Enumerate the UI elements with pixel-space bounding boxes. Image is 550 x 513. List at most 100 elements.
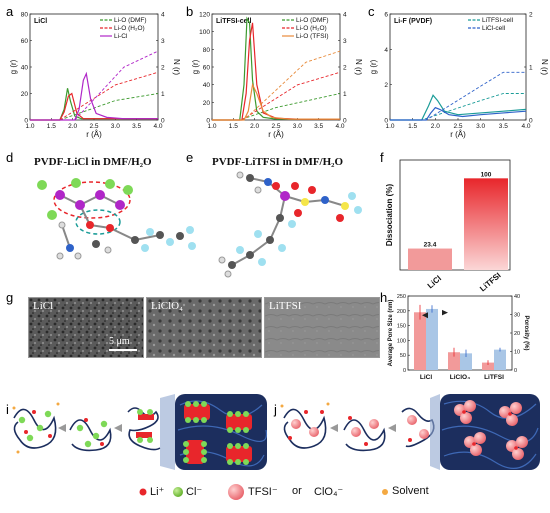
panel-e-title: PVDF-LiTFSI in DMF/H₂O: [212, 156, 344, 168]
sem-label-licl: LiCl: [33, 300, 54, 312]
cumulative-line-2: [212, 71, 341, 121]
y2-tick-label: 2: [529, 12, 533, 19]
series-line-1: [390, 94, 527, 121]
x-tick-label: 1.5: [47, 123, 56, 130]
bar-value-label: 100: [481, 171, 492, 178]
right-axis-arrow-icon: [442, 309, 448, 316]
series-line-3: [30, 71, 158, 121]
plot-frame: [389, 13, 527, 121]
panel-d-title: PVDF-LiCl in DMF/H₂O: [34, 156, 152, 168]
bar-porosity: [460, 353, 472, 370]
y2-tick-label: 1: [529, 65, 533, 72]
legend-cl-label: Cl⁻: [186, 486, 203, 498]
y2-tick-label: 1: [343, 91, 347, 98]
x-tick-label: 2.5: [453, 123, 462, 130]
y-tick-label: 80: [21, 12, 29, 19]
x-tick-label: 4.0: [153, 123, 162, 130]
y2-tick-label: 2: [343, 65, 347, 72]
y-tick-label: 0: [24, 118, 28, 125]
i-aggregate-2: [226, 411, 252, 433]
y2-tick-label: 40: [514, 294, 520, 300]
y-tick-label: 2: [384, 82, 388, 89]
chloride-icon: [173, 487, 183, 497]
panel-j-schematic: [280, 394, 540, 470]
left-axis-arrow-icon: [422, 312, 428, 319]
series-line-2: [30, 92, 158, 121]
y2-tick-label: 30: [514, 313, 520, 319]
i-step2: [69, 418, 112, 452]
y2-axis-label: N (r): [540, 59, 549, 75]
j-step1-coil: [280, 402, 330, 449]
y2-axis-label: N (r): [172, 59, 181, 75]
category-label: LiClO₄: [450, 374, 470, 381]
sem-image-liclo4: LiClO₄: [146, 297, 262, 358]
y2-tick-label: 10: [514, 350, 520, 356]
category-label: LiCl: [426, 274, 443, 291]
y2-tick-label: 4: [161, 12, 165, 19]
y-tick-label: 60: [203, 65, 211, 72]
arrow-icon: [330, 424, 338, 432]
panel-h-pore-size-bars: 0 50 100 150 200 250 0 10 20 30 40 Average Pore Siz…: [388, 294, 529, 381]
series-line-2: [390, 106, 527, 121]
bar-pore-size: [448, 352, 460, 370]
x-tick-label: 1.5: [408, 123, 417, 130]
panel-letter-h: h: [380, 290, 388, 305]
y2-tick-label: 2: [161, 65, 165, 72]
legend-entry: LiTFSI-cell: [482, 17, 514, 24]
y2-tick-label: 3: [343, 38, 347, 45]
x-axis-label: r (Å): [86, 130, 102, 139]
panel-letter-f: f: [380, 150, 384, 165]
bar-porosity: [494, 349, 506, 370]
bar-pore-size: [482, 362, 494, 370]
y2-tick-label: 1: [161, 91, 165, 98]
series-line-1: [212, 16, 340, 121]
j-cluster-1: [454, 400, 476, 424]
x-tick-label: 3.5: [132, 123, 141, 130]
y-tick-label: 80: [203, 47, 211, 54]
y-tick-label: 250: [397, 294, 406, 300]
y-axis-label: g (r): [369, 59, 378, 74]
legend-entry: Li-O (DMF): [114, 17, 147, 24]
y2-axis-label: Porosity (%): [523, 315, 529, 350]
sem-image-licl: LiCl 5 μm: [28, 297, 144, 358]
y2-axis-label: N (r): [354, 59, 363, 75]
panel-letter-d: d: [6, 150, 14, 165]
panel-letter-a: a: [6, 4, 14, 19]
y-tick-label: 4: [384, 47, 388, 54]
y-tick-label: 6: [384, 12, 388, 19]
cumulative-line-3: [212, 50, 341, 121]
y2-tick-label: 0: [514, 368, 517, 374]
y2-tick-label: 3: [161, 38, 165, 45]
y-tick-label: 0: [206, 118, 210, 125]
cumulative-line-1: [390, 93, 526, 121]
y-axis-label: Dissociation (%): [385, 184, 394, 247]
legend-entry: Li-O (TFSI): [296, 33, 329, 40]
legend-entry: LiCl-cell: [482, 25, 506, 32]
y-tick-label: 40: [203, 82, 211, 89]
bar-pore-size: [414, 312, 426, 370]
series-line-1: [30, 88, 158, 121]
legend-clo4-label: ClO₄⁻: [314, 486, 344, 498]
x-tick-label: 1.5: [229, 123, 238, 130]
j-cluster-3: [464, 432, 486, 456]
x-tick-label: 1.0: [207, 123, 216, 130]
y2-tick-label: 0: [529, 118, 533, 125]
x-tick-label: 2.5: [89, 123, 98, 130]
cumulative-line-1: [30, 93, 159, 121]
panel-letter-i: i: [6, 402, 9, 417]
y-axis-label: g (r): [191, 59, 200, 74]
y2-tick-label: 4: [343, 12, 347, 19]
legend-solvent-label: Solvent: [392, 485, 429, 497]
panel-e-molecule-illustration: [218, 171, 362, 278]
panel-b-rdf-litfsi: 1.0 1.5 2.0 2.5 3.0 3.5 4.00204060801001200123…: [191, 12, 363, 140]
legend-tfsi-label: TFSI⁻: [248, 486, 278, 498]
x-tick-label: 1.0: [385, 123, 394, 130]
legend-entry: Li-O (H₂O): [114, 25, 145, 32]
cumulative-line-2: [30, 71, 159, 121]
panel-i-schematic: [12, 394, 268, 470]
y-tick-label: 0: [384, 118, 388, 125]
category-label: LiTFSI: [478, 271, 503, 294]
bar-value-label: 23.4: [424, 242, 437, 249]
i-aggregate-4: [226, 443, 252, 465]
